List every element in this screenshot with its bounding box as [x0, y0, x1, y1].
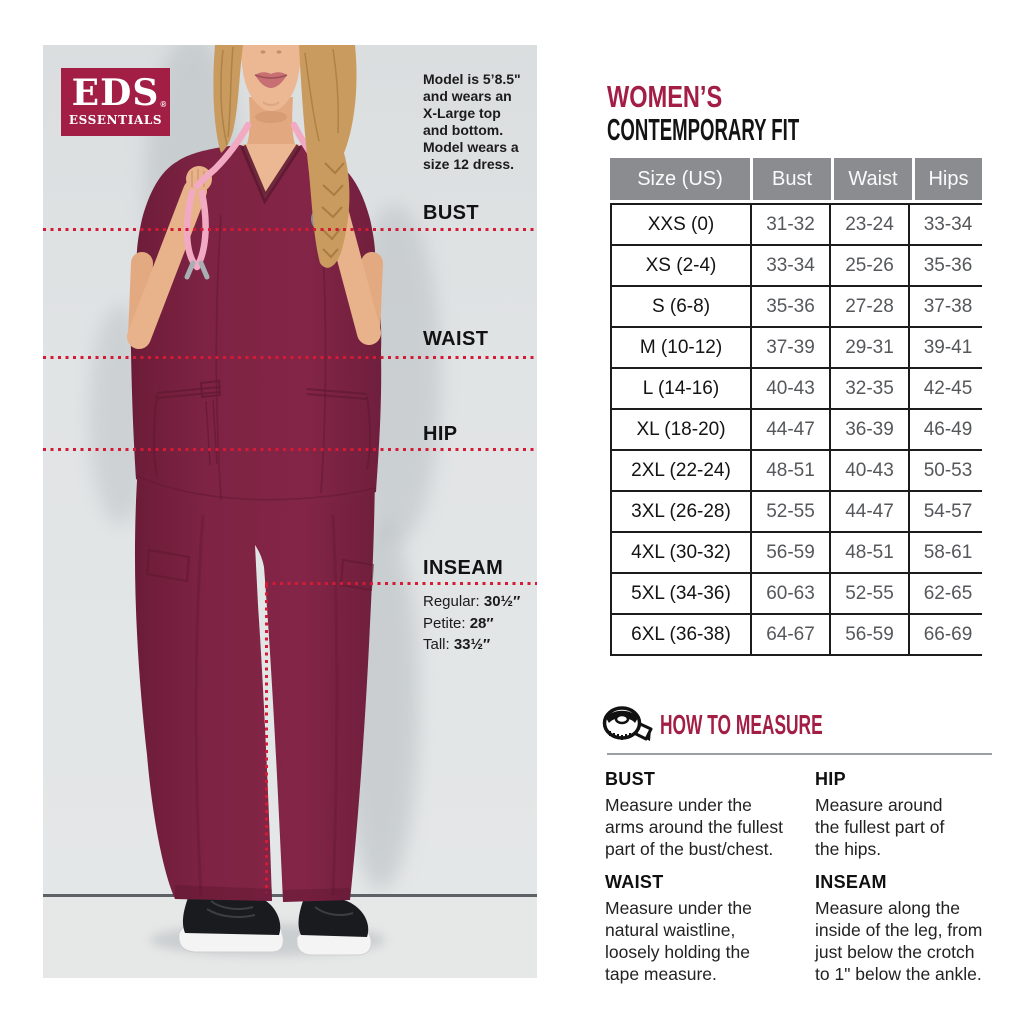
page-title-line1: WOMEN’S: [607, 79, 723, 114]
inseam-spec-row: Tall: 33½″: [423, 634, 520, 656]
measure-section-title: WAIST: [605, 872, 664, 892]
waist-cell: 44-47: [831, 492, 908, 531]
inseam-spec-row: Regular: 30½″: [423, 591, 520, 613]
size-cell: 2XL (22-24): [612, 451, 750, 490]
size-cell: L (14-16): [612, 369, 750, 408]
measure-section-bust: BUST Measure under the arms around the f…: [605, 769, 820, 860]
hips-cell: 37-38: [910, 287, 986, 326]
bust-cell: 52-55: [752, 492, 829, 531]
waist-cell: 40-43: [831, 451, 908, 490]
inseam-specs: Regular: 30½″ Petite: 28″ Tall: 33½″: [423, 591, 520, 656]
size-cell: 3XL (26-28): [612, 492, 750, 531]
hips-cell: 35-36: [910, 246, 986, 285]
waist-cell: 48-51: [831, 533, 908, 572]
model-photo: [43, 45, 537, 978]
inseam-spec-row: Petite: 28″: [423, 613, 520, 635]
bust-cell: 35-36: [752, 287, 829, 326]
size-cell: XS (2-4): [612, 246, 750, 285]
inseam-spec-value: 28″: [469, 614, 494, 632]
hips-cell: 39-41: [910, 328, 986, 367]
measure-section-title: HIP: [815, 769, 846, 789]
bust-cell: 40-43: [752, 369, 829, 408]
page-title-line2: CONTEMPORARY FIT: [607, 112, 800, 147]
bust-label: BUST: [423, 202, 480, 224]
measure-section-text: Measure around the fullest part of the h…: [815, 795, 945, 859]
bust-cell: 56-59: [752, 533, 829, 572]
size-table-header: Size (US) Bust Waist Hips: [610, 158, 982, 200]
page-title: WOMEN’S CONTEMPORARY FIT: [607, 80, 927, 146]
how-to-measure-title: HOW TO MEASURE: [660, 709, 823, 740]
inseam-spec-label: Tall:: [423, 636, 454, 653]
header-size: Size (US): [637, 167, 723, 190]
waist-line: [43, 356, 537, 359]
logo-text: EDS: [71, 72, 160, 114]
waist-cell: 23-24: [831, 205, 908, 244]
model-photo-panel: EDS ® ESSENTIALS Model is 5’8.5" and wear…: [43, 45, 537, 978]
inseam-vertical-line: [265, 585, 268, 893]
measure-section-title: BUST: [605, 769, 656, 789]
registered-mark: ®: [160, 100, 168, 109]
size-cell: 6XL (36-38): [612, 615, 750, 654]
inseam-label: INSEAM: [423, 557, 504, 579]
size-cell: M (10-12): [612, 328, 750, 367]
hips-cell: 58-61: [910, 533, 986, 572]
section-divider: [607, 753, 992, 755]
header-bust: Bust: [750, 158, 831, 200]
header-hips: Hips: [912, 158, 982, 200]
measure-section-title: INSEAM: [815, 872, 887, 892]
size-cell: XXS (0): [612, 205, 750, 244]
tape-measure-icon: [602, 705, 654, 750]
waist-cell: 25-26: [831, 246, 908, 285]
bust-cell: 64-67: [752, 615, 829, 654]
hips-cell: 54-57: [910, 492, 986, 531]
measure-section-text: Measure under the arms around the fulles…: [605, 795, 784, 859]
hips-cell: 66-69: [910, 615, 986, 654]
bust-cell: 60-63: [752, 574, 829, 613]
measure-section-text: Measure along the inside of the leg, fro…: [815, 898, 983, 984]
hips-cell: 50-53: [910, 451, 986, 490]
measure-section-text: Measure under the natural waistline, loo…: [605, 898, 752, 984]
model-note: Model is 5’8.5" and wears an X-Large top…: [423, 71, 521, 172]
size-table: XXS (0) 31-32 23-24 33-34 XS (2-4) 33-34…: [610, 203, 986, 656]
inseam-spec-label: Regular:: [423, 593, 484, 610]
hip-line: [43, 448, 537, 451]
waist-cell: 36-39: [831, 410, 908, 449]
header-waist: Waist: [831, 158, 912, 200]
size-cell: S (6-8): [612, 287, 750, 326]
hips-cell: 62-65: [910, 574, 986, 613]
hip-label: HIP: [423, 423, 458, 445]
bust-cell: 31-32: [752, 205, 829, 244]
size-cell: XL (18-20): [612, 410, 750, 449]
inseam-spec-label: Petite:: [423, 614, 470, 632]
waist-cell: 52-55: [831, 574, 908, 613]
hips-cell: 33-34: [910, 205, 986, 244]
brand-logo: EDS ® ESSENTIALS: [61, 68, 170, 136]
measure-section-waist: WAIST Measure under the natural waistlin…: [605, 872, 820, 985]
bust-cell: 33-34: [752, 246, 829, 285]
bust-line: [43, 228, 537, 231]
measure-section-inseam: INSEAM Measure along the inside of the l…: [815, 872, 1020, 985]
bust-cell: 48-51: [752, 451, 829, 490]
bust-cell: 44-47: [752, 410, 829, 449]
waist-label: WAIST: [423, 328, 489, 350]
waist-cell: 56-59: [831, 615, 908, 654]
size-cell: 5XL (34-36): [612, 574, 750, 613]
inseam-line: [265, 582, 537, 585]
inseam-spec-value: 33½″: [453, 636, 491, 653]
measure-section-hip: HIP Measure around the fullest part of t…: [815, 769, 1005, 860]
hips-cell: 46-49: [910, 410, 986, 449]
bust-cell: 37-39: [752, 328, 829, 367]
inseam-spec-value: 30½″: [483, 593, 521, 610]
waist-cell: 29-31: [831, 328, 908, 367]
size-cell: 4XL (30-32): [612, 533, 750, 572]
waist-cell: 32-35: [831, 369, 908, 408]
logo-subtext: ESSENTIALS: [68, 113, 163, 127]
waist-cell: 27-28: [831, 287, 908, 326]
hips-cell: 42-45: [910, 369, 986, 408]
